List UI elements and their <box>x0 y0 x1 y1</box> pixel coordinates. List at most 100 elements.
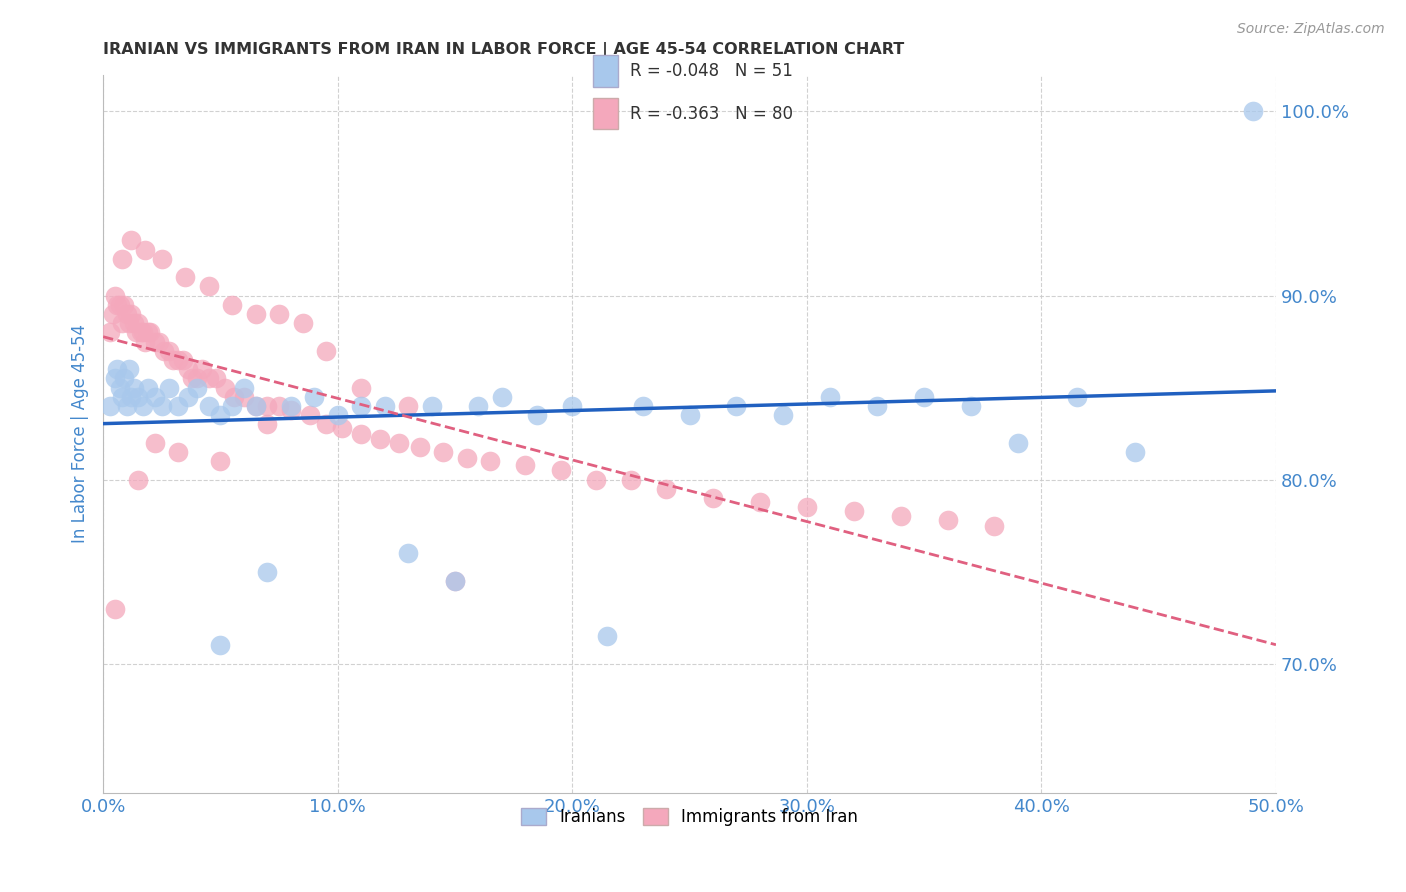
Y-axis label: In Labor Force | Age 45-54: In Labor Force | Age 45-54 <box>72 324 89 543</box>
Point <box>111 316 134 330</box>
Point <box>174 270 197 285</box>
Point <box>186 371 208 385</box>
Point <box>232 381 254 395</box>
Point <box>561 399 583 413</box>
Point <box>115 399 138 413</box>
Point <box>111 252 134 266</box>
Point <box>105 362 128 376</box>
Point <box>214 381 236 395</box>
Point <box>1066 390 1088 404</box>
Point <box>136 381 159 395</box>
Point <box>326 408 349 422</box>
Point <box>256 565 278 579</box>
Point <box>725 399 748 413</box>
Point <box>291 316 314 330</box>
Point <box>245 307 267 321</box>
Point <box>101 307 124 321</box>
Point <box>772 408 794 422</box>
Point <box>197 399 219 413</box>
Point <box>176 362 198 376</box>
Point <box>224 390 246 404</box>
Point <box>127 390 149 404</box>
Point <box>491 390 513 404</box>
Point <box>153 343 176 358</box>
Point <box>350 426 373 441</box>
Point <box>209 454 232 468</box>
Point <box>631 399 654 413</box>
Point <box>129 326 152 340</box>
Point <box>132 326 155 340</box>
Point <box>936 513 959 527</box>
Point <box>409 440 432 454</box>
Point <box>280 399 302 413</box>
Point <box>702 491 724 505</box>
Point <box>209 638 232 652</box>
Point <box>197 279 219 293</box>
Point <box>256 417 278 432</box>
Point <box>256 399 278 413</box>
Point <box>374 399 396 413</box>
Point <box>596 629 619 643</box>
Point <box>1123 445 1146 459</box>
Point <box>350 399 373 413</box>
Point <box>350 381 373 395</box>
Point <box>104 601 127 615</box>
Point <box>143 390 166 404</box>
Point <box>983 518 1005 533</box>
Bar <box>593 55 617 87</box>
Point <box>167 353 190 368</box>
Point <box>420 399 443 413</box>
Point <box>280 402 302 417</box>
Point <box>98 399 121 413</box>
Point <box>515 458 537 472</box>
Point <box>143 435 166 450</box>
Point <box>176 390 198 404</box>
Point <box>221 298 243 312</box>
Point <box>298 408 321 422</box>
Point <box>148 334 170 349</box>
Point <box>118 316 141 330</box>
Point <box>890 509 912 524</box>
Point <box>302 390 325 404</box>
Point <box>111 390 134 404</box>
Point <box>132 399 155 413</box>
Point <box>157 343 180 358</box>
Point <box>181 371 204 385</box>
Point <box>108 298 131 312</box>
Point <box>748 494 770 508</box>
Point <box>104 288 127 302</box>
Point <box>150 399 173 413</box>
Point <box>127 316 149 330</box>
Point <box>120 390 142 404</box>
Bar <box>593 98 617 129</box>
Point <box>122 316 145 330</box>
Point <box>585 473 607 487</box>
Point <box>125 326 148 340</box>
Point <box>368 432 391 446</box>
Point <box>526 408 548 422</box>
Point <box>550 463 572 477</box>
Point <box>134 334 156 349</box>
Point <box>167 399 190 413</box>
Point <box>150 252 173 266</box>
Point <box>388 435 411 450</box>
Point <box>120 307 142 321</box>
Point <box>960 399 983 413</box>
Point <box>267 307 290 321</box>
Point <box>396 546 419 560</box>
Point <box>162 353 184 368</box>
Point <box>232 390 254 404</box>
Point <box>115 307 138 321</box>
Point <box>98 326 121 340</box>
Point <box>108 381 131 395</box>
Point <box>157 381 180 395</box>
Point <box>678 408 700 422</box>
Point <box>796 500 818 515</box>
Point <box>655 482 678 496</box>
Point <box>396 399 419 413</box>
Point <box>444 574 467 588</box>
Point <box>104 371 127 385</box>
Point <box>120 233 142 247</box>
Point <box>842 504 865 518</box>
Point <box>315 417 337 432</box>
